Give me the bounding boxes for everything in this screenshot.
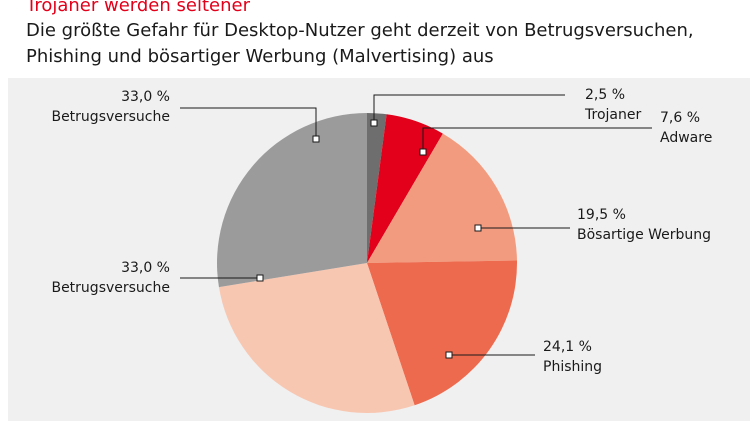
category-label: Bösartige Werbung <box>577 227 711 243</box>
value-label: 7,6 % <box>660 110 700 126</box>
chart-subtitle: Die größte Gefahr für Desktop-Nutzer geh… <box>26 20 694 41</box>
value-label: 33,0 % <box>121 260 170 276</box>
leader-line <box>373 94 565 123</box>
leader-marker <box>474 224 482 232</box>
category-label: Adware <box>660 130 712 146</box>
value-label: 19,5 % <box>577 207 626 223</box>
leader-marker <box>419 148 427 156</box>
leader-marker <box>370 119 378 127</box>
category-label: Phishing <box>543 359 602 375</box>
pie-slice <box>218 263 415 413</box>
pie-slice <box>367 113 387 263</box>
leader-marker <box>445 351 453 359</box>
category-label: Trojaner <box>584 107 641 123</box>
leader-line <box>180 107 317 139</box>
chart-subtitle: Phishing und bösartiger Werbung (Malvert… <box>26 46 494 67</box>
chart-title: Trojaner werden seltener <box>25 0 251 16</box>
pie-slice <box>217 113 367 288</box>
leader-marker <box>312 135 320 143</box>
pie-slice <box>367 260 517 406</box>
value-label: 33,0 % <box>121 89 170 105</box>
value-label: 2,5 % <box>585 87 625 103</box>
value-label: 24,1 % <box>543 339 592 355</box>
leader-line <box>422 127 652 152</box>
category-label: Betrugsversuche <box>51 280 170 296</box>
category-label: Betrugsversuche <box>51 109 170 125</box>
leader-marker <box>256 274 264 282</box>
